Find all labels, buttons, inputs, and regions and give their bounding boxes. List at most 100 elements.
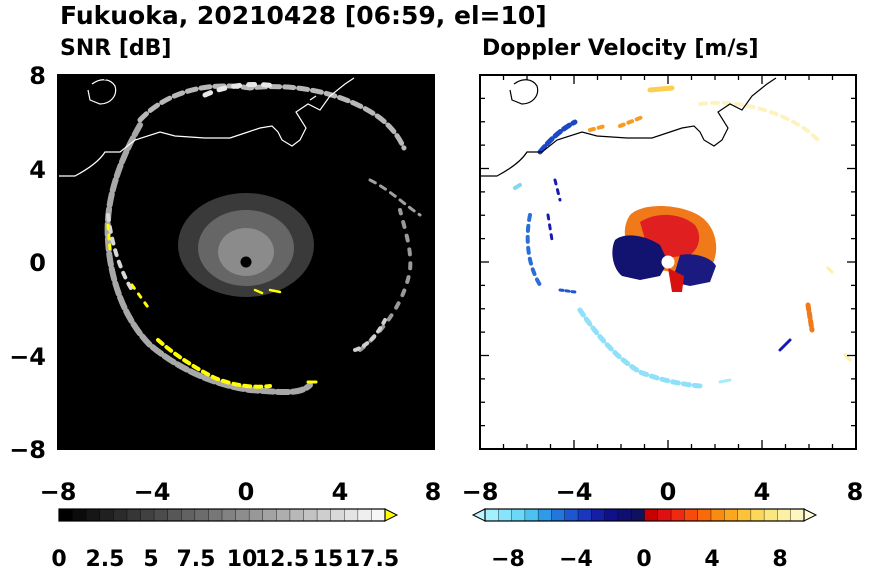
colorbar-extend-high [803,508,818,522]
colorbar-swatch [235,509,250,521]
colorbar-swatch [724,509,738,521]
colorbar-swatch [194,509,209,521]
colorbar-swatch [671,509,685,521]
snr-y-tick-label: 8 [29,62,46,90]
colorbar-swatch [317,509,331,521]
snr-y-tick-labels: 8 4 0 −4 −8 [9,62,46,464]
colorbar-swatch [631,509,645,521]
colorbar-swatch [578,509,592,521]
doppler-x-tick-label: 4 [754,478,771,506]
doppler-panel: Doppler Velocity [m/s] [462,36,864,570]
colorbar-swatch [524,509,539,521]
doppler-axis-ticks [479,74,857,450]
snr-colorbar-label: 17.5 [345,547,399,570]
snr-colorbar-label: 5 [143,547,158,570]
colorbar-swatch [154,509,168,521]
snr-panel: SNR [dB] [9,36,441,570]
snr-axis-ticks [57,74,435,450]
snr-colorbar [58,508,399,522]
colorbar-swatch [644,509,659,521]
snr-x-tick-label: 4 [332,478,349,506]
colorbar-swatch [330,509,345,521]
snr-coastline [58,77,355,177]
snr-high-echo [106,223,318,389]
colorbar-swatch [276,509,291,521]
colorbar-extend-high [384,508,399,522]
colorbar-swatch [777,509,792,521]
colorbar-swatch [357,509,372,521]
colorbar-swatch [617,509,632,521]
colorbar-swatch [222,509,236,521]
colorbar-swatch [538,509,552,521]
snr-colorbar-label: 10 [227,547,258,570]
colorbar-swatch [511,509,526,521]
doppler-x-tick-label: 0 [660,478,677,506]
doppler-x-tick-label: 8 [847,478,864,506]
snr-x-tick-label: −4 [134,478,171,506]
colorbar-swatch [764,509,778,521]
snr-y-tick-label: 0 [29,249,46,277]
doppler-colorbar [471,508,818,522]
snr-colorbar-label: 2.5 [86,547,125,570]
doppler-panel-title: Doppler Velocity [m/s] [482,36,759,61]
colorbar-swatch [710,509,725,521]
doppler-x-tick-labels: −8 −4 0 4 8 [462,478,864,506]
doppler-colorbar-labels: −8 −4 0 4 8 [491,547,788,570]
colorbar-swatch [551,509,566,521]
snr-x-tick-label: 0 [238,478,255,506]
snr-radar-site [240,256,252,268]
colorbar-swatch [684,509,698,521]
colorbar-swatch [262,509,277,521]
snr-echo-core [178,193,314,297]
snr-y-tick-label: −8 [9,436,46,464]
colorbar-swatch [750,509,765,521]
doppler-coastline [480,77,777,177]
colorbar-swatch [604,509,619,521]
snr-x-tick-label: −8 [40,478,77,506]
snr-colorbar-label: 7.5 [177,547,216,570]
colorbar-swatch [591,509,605,521]
snr-colorbar-label: 15 [313,547,344,570]
colorbar-swatch [140,509,155,521]
colorbar-swatch [564,509,579,521]
snr-colorbar-label: 0 [51,547,66,570]
colorbar-swatch [485,509,499,521]
colorbar-swatch [86,509,101,521]
colorbar-swatch [790,509,805,521]
doppler-colorbar-label: 0 [636,547,651,570]
snr-x-tick-label: 8 [425,478,442,506]
snr-panel-title: SNR [dB] [60,36,171,61]
doppler-echo-core [612,205,717,292]
colorbar-swatch [208,509,223,521]
colorbar-swatch [289,509,304,521]
colorbar-swatch [181,509,196,521]
colorbar-swatch [737,509,752,521]
colorbar-swatch [113,509,128,521]
colorbar-swatch [72,509,87,521]
main-title: Fukuoka, 20210428 [06:59, el=10] [60,1,547,30]
colorbar-swatch [657,509,672,521]
colorbar-swatch [371,509,386,521]
doppler-echo-ring [513,85,852,389]
snr-echo-ring [104,81,422,396]
colorbar-swatch [126,509,141,521]
colorbar-extend-low [471,508,486,522]
colorbar-swatch [303,509,318,521]
snr-colorbar-label: 12.5 [255,547,309,570]
colorbar-swatch [59,509,73,521]
doppler-colorbar-label: 8 [772,547,787,570]
doppler-colorbar-label: −8 [491,547,525,570]
snr-y-tick-label: −4 [9,343,46,371]
colorbar-swatch [697,509,712,521]
doppler-colorbar-label: −4 [559,547,593,570]
doppler-x-tick-label: −8 [462,478,499,506]
colorbar-swatch [167,509,182,521]
doppler-x-tick-label: −4 [556,478,593,506]
colorbar-swatch [344,509,359,521]
doppler-colorbar-label: 4 [704,547,719,570]
snr-colorbar-labels: 0 2.5 5 7.5 10 12.5 15 17.5 [51,547,399,570]
snr-x-tick-labels: −8 −4 0 4 8 [40,478,442,506]
colorbar-swatch [498,509,512,521]
doppler-radar-site [661,255,675,269]
